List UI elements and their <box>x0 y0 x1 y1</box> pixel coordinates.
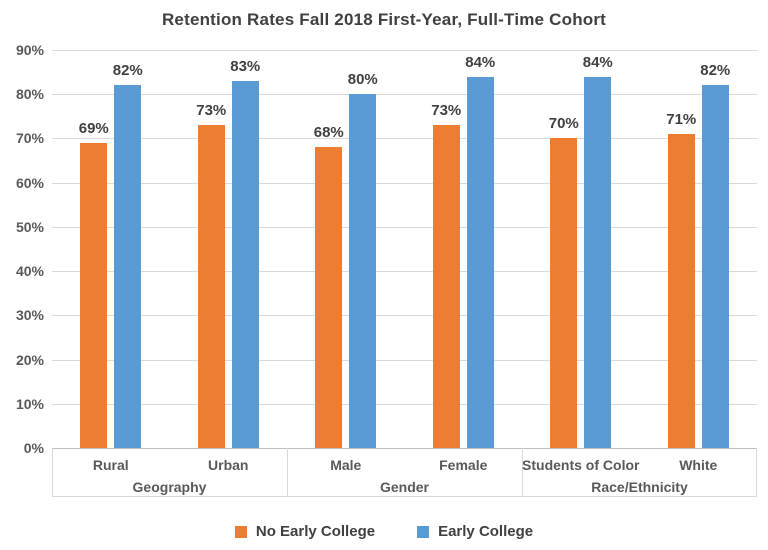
bar-no-early-college <box>80 142 108 448</box>
bar-data-label: 83% <box>230 57 261 75</box>
bar-early-college <box>231 80 259 448</box>
group-label: Race/Ethnicity <box>591 479 688 495</box>
bar-no-early-college <box>667 134 695 448</box>
legend-label: No Early College <box>255 523 376 540</box>
category-label: Female <box>439 457 488 473</box>
y-tick-label: 60% <box>15 174 44 191</box>
bar-early-college <box>114 85 142 448</box>
bar-data-label: 84% <box>582 53 613 71</box>
y-tick-label: 50% <box>15 218 44 235</box>
gridline <box>52 138 757 140</box>
y-tick-label: 0% <box>23 440 44 456</box>
gridline <box>52 226 757 228</box>
y-tick-label: 10% <box>15 395 44 412</box>
y-tick-label: 30% <box>15 307 44 324</box>
gridline <box>52 182 757 184</box>
y-tick-label: 90% <box>15 42 44 58</box>
bar-data-label: 73% <box>431 102 462 120</box>
bar-no-early-college <box>197 125 225 448</box>
bar-early-college <box>349 94 377 448</box>
category-axis-box <box>52 448 757 497</box>
bar-data-label: 68% <box>313 124 344 142</box>
bar-no-early-college <box>550 138 578 448</box>
bar-data-label: 80% <box>347 71 378 89</box>
gridline <box>52 359 757 361</box>
bar-data-label: 82% <box>112 62 143 80</box>
bar-data-label: 84% <box>465 53 496 71</box>
y-tick-label: 80% <box>15 86 44 103</box>
legend-swatch <box>417 525 430 538</box>
legend-swatch <box>234 525 247 538</box>
group-divider <box>287 448 288 497</box>
bar-data-label: 70% <box>548 115 579 133</box>
bar-early-college <box>701 85 729 448</box>
gridline <box>52 271 757 273</box>
bar-no-early-college <box>315 147 343 448</box>
legend: No Early College Early College <box>0 523 768 540</box>
legend-label: Early College <box>438 523 534 540</box>
bar-data-label: 71% <box>666 111 697 129</box>
y-tick-label: 40% <box>15 263 44 280</box>
legend-item: Early College <box>417 523 533 540</box>
category-label: Urban <box>208 457 249 473</box>
y-tick-label: 20% <box>15 351 44 368</box>
gridline <box>52 94 757 96</box>
bar-data-label: 69% <box>78 119 109 137</box>
group-label: Geography <box>132 479 207 495</box>
bar-data-label: 73% <box>196 102 227 120</box>
category-label: White <box>679 457 718 473</box>
category-label: Rural <box>92 457 129 473</box>
gridline <box>52 403 757 405</box>
category-label: Students of Color <box>522 457 640 473</box>
gridline <box>52 315 757 317</box>
bar-no-early-college <box>432 125 460 448</box>
bar-early-college <box>466 76 494 448</box>
group-label: Gender <box>379 479 429 495</box>
chart-title: Retention Rates Fall 2018 First-Year, Fu… <box>161 10 607 29</box>
gridline <box>52 50 757 51</box>
y-tick-label: 70% <box>15 130 44 147</box>
bar-data-label: 82% <box>700 62 731 80</box>
legend-item: No Early College <box>234 523 376 540</box>
bar-early-college <box>584 76 612 448</box>
category-label: Male <box>330 457 362 473</box>
group-divider <box>522 448 523 497</box>
